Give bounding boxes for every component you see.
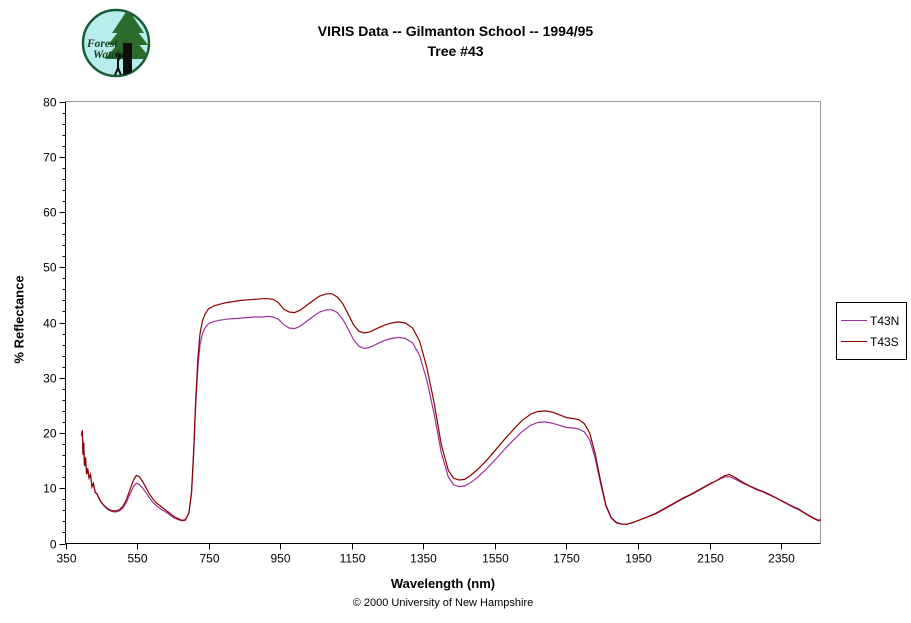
person-figure-icon: [114, 52, 124, 76]
chart-title-line2: Tree #43: [427, 43, 484, 59]
x-tick-label: 1550: [482, 552, 509, 566]
x-tick-label: 1150: [340, 552, 366, 566]
y-tick-label: 70: [43, 151, 57, 165]
legend-entry-t43s: T43S: [841, 331, 902, 352]
legend-label: T43N: [870, 313, 900, 328]
y-tick-label: 50: [43, 261, 57, 275]
copyright-footer: © 2000 University of New Hampshire: [352, 597, 534, 609]
x-axis-title: Wavelength (nm): [390, 576, 496, 591]
forest-watch-logo: Forest Watch: [81, 8, 151, 78]
legend-entry-t43n: T43N: [841, 310, 902, 331]
x-tick-label: 350: [56, 552, 76, 566]
y-tick-label: 40: [43, 317, 57, 331]
evergreen-tree-icon: [105, 10, 149, 76]
y-tick-label: 0: [50, 538, 57, 552]
x-tick-label: 550: [127, 552, 147, 566]
x-tick-label: 1750: [553, 552, 580, 566]
y-tick-label: 60: [43, 206, 57, 220]
legend-label: T43S: [870, 334, 899, 349]
logo-text-line1: Forest: [86, 38, 118, 50]
x-tick-label: 1350: [410, 552, 437, 566]
legend-line-sample: [841, 341, 867, 342]
chart-title: VIRIS Data -- Gilmanton School -- 1994/9…: [0, 21, 911, 61]
y-tick-label: 80: [43, 96, 57, 110]
legend-line-sample: [841, 320, 867, 321]
x-tick-label: 2150: [697, 552, 724, 566]
y-tick-label: 10: [43, 482, 57, 496]
legend-box: T43N T43S: [836, 302, 907, 360]
y-axis-title: % Reflectance: [11, 275, 27, 364]
x-tick-label: 950: [270, 552, 290, 566]
series-line-t43n: [81, 309, 821, 525]
y-tick-label: 30: [43, 372, 57, 386]
y-tick-label: 20: [43, 427, 57, 441]
logo-text-line2: Watch: [93, 49, 123, 61]
series-line-t43s: [81, 293, 821, 525]
x-tick-label: 2350: [768, 552, 795, 566]
x-tick-label: 750: [199, 552, 219, 566]
x-tick-label: 1950: [625, 552, 652, 566]
chart-title-line1: VIRIS Data -- Gilmanton School -- 1994/9…: [317, 23, 594, 39]
